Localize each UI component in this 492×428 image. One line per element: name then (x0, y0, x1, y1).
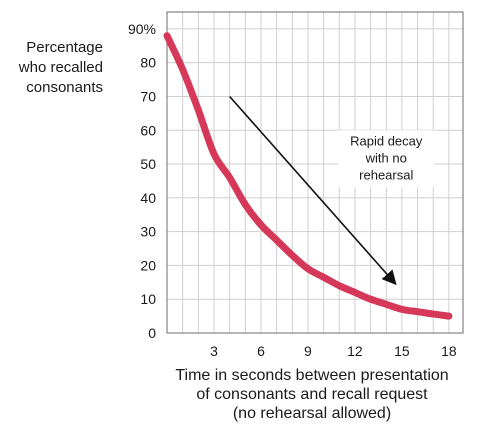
y-tick-label: 0 (148, 325, 156, 341)
series-line-recall (163, 32, 453, 320)
x-tick-label: 6 (257, 343, 265, 359)
x-tick-label: 18 (441, 343, 457, 359)
y-tick-label: 80 (140, 55, 156, 71)
y-axis-ticks: 0 10 20 30 40 50 60 70 80 90% (128, 21, 156, 341)
y-tick-label: 50 (140, 156, 156, 172)
x-axis-label-line: of consonants and recall request (196, 386, 428, 403)
annotation-line: rehearsal (359, 167, 413, 182)
y-tick-label: 90% (128, 21, 156, 37)
x-axis-label: Time in seconds between presentation of … (175, 367, 448, 422)
x-axis-ticks: 3 6 9 12 15 18 (210, 343, 457, 359)
x-tick-label: 3 (210, 343, 218, 359)
y-tick-label: 30 (140, 224, 156, 240)
annotation-line: with no (365, 150, 407, 165)
x-axis-label-line: Time in seconds between presentation (175, 367, 448, 384)
y-tick-label: 70 (140, 88, 156, 104)
y-tick-label: 40 (140, 190, 156, 206)
y-tick-label: 60 (140, 122, 156, 138)
y-axis-label-line: consonants (26, 79, 103, 96)
y-axis-label: Percentage who recalled consonants (18, 39, 103, 96)
decay-annotation: Rapid decay with no rehearsal (338, 130, 435, 188)
x-tick-label: 15 (394, 343, 410, 359)
y-axis-label-line: Percentage (26, 39, 103, 56)
x-tick-label: 12 (347, 343, 363, 359)
y-tick-label: 10 (140, 291, 156, 307)
decay-arrow (229, 95, 397, 286)
x-tick-label: 9 (304, 343, 312, 359)
y-tick-label: 20 (140, 257, 156, 273)
y-axis-label-line: who recalled (18, 59, 103, 76)
x-axis-label-line: (no rehearsal allowed) (233, 405, 391, 422)
annotation-background (338, 130, 435, 188)
plot-area (166, 11, 464, 334)
annotation-line: Rapid decay (350, 133, 423, 148)
